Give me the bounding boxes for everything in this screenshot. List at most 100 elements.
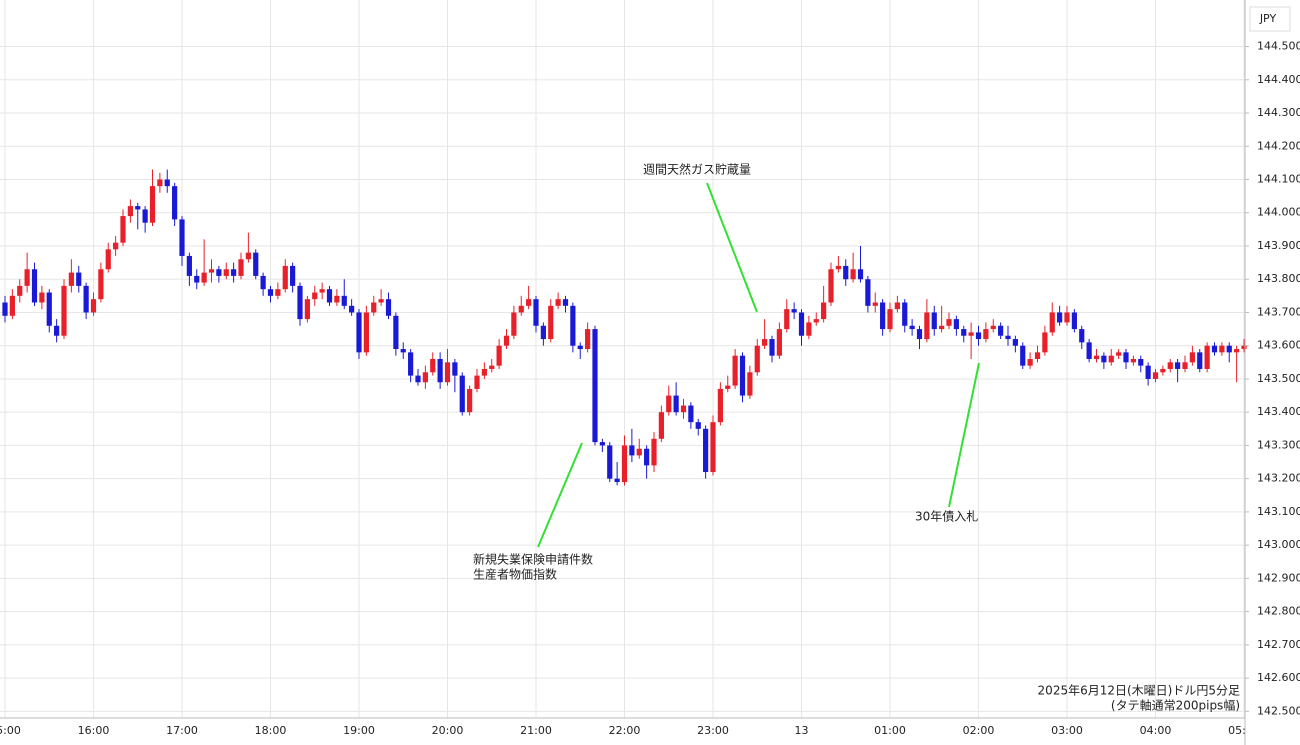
candle-body: [585, 329, 591, 350]
candle-body: [636, 448, 642, 456]
candle-body: [430, 359, 436, 373]
y-tick-label: 143.000: [1257, 538, 1300, 551]
candle-body: [570, 305, 576, 346]
candle-body: [1152, 372, 1159, 379]
candle-body: [1086, 342, 1092, 359]
candle-body: [1123, 352, 1129, 363]
candle-body: [223, 269, 229, 276]
candle-body: [924, 312, 930, 340]
candle-body: [621, 445, 628, 482]
candle-body: [290, 265, 296, 286]
candle-body: [651, 438, 657, 466]
candle-body: [806, 322, 812, 336]
candle-body: [17, 285, 23, 296]
candle-body: [592, 329, 598, 443]
candle-body: [378, 299, 384, 303]
candle-body: [385, 299, 392, 316]
candle-body: [371, 302, 377, 313]
y-tick-label: 143.700: [1257, 305, 1300, 318]
footnote: (タテ軸通常200pips幅): [1111, 698, 1240, 713]
candle-body: [658, 412, 664, 439]
candle-body: [1057, 312, 1063, 323]
candle-body: [24, 269, 30, 286]
annotation-pointer: [948, 362, 980, 508]
candle-body: [356, 312, 362, 353]
axis-unit: JPY: [1259, 12, 1277, 25]
candle-body: [452, 362, 458, 376]
candle-body: [939, 325, 945, 330]
candle-body: [422, 372, 428, 383]
candle-body: [437, 359, 443, 383]
candle-body: [533, 299, 539, 326]
candle-body: [83, 285, 89, 313]
y-tick-label: 143.300: [1257, 438, 1300, 451]
candle-body: [732, 355, 738, 386]
y-tick-label: 144.200: [1257, 139, 1300, 152]
candle-body: [282, 265, 288, 290]
x-tick-label: 04:00: [1140, 724, 1172, 737]
candle-body: [1219, 345, 1225, 353]
candle-body: [518, 305, 524, 313]
candle-body: [1108, 355, 1114, 363]
candle-body: [599, 442, 605, 446]
candle-body: [548, 305, 554, 340]
candle-body: [710, 422, 716, 473]
candle-body: [798, 312, 805, 336]
candle-body: [408, 352, 414, 376]
candle-body: [164, 179, 170, 187]
y-tick-label: 143.900: [1257, 239, 1300, 252]
candle-body: [857, 269, 864, 280]
candle-body: [703, 428, 709, 473]
candle-body: [902, 302, 908, 326]
candle-body: [231, 269, 237, 276]
candle-body: [1101, 355, 1107, 363]
candle-body: [629, 445, 635, 456]
candle-body: [1211, 345, 1218, 353]
x-tick-label: 16:00: [78, 724, 110, 737]
candle-body: [673, 395, 679, 413]
candle-body: [90, 299, 97, 313]
candle-body: [644, 448, 650, 466]
annotation-text: 週間天然ガス貯蔵量: [643, 162, 751, 177]
candle-body: [1012, 339, 1018, 346]
candle-body: [1160, 368, 1166, 373]
y-tick-label: 142.800: [1257, 605, 1300, 618]
candle-body: [998, 325, 1004, 336]
y-tick-label: 142.500: [1257, 704, 1300, 717]
candle-body: [1167, 362, 1173, 369]
candle-body: [688, 405, 694, 423]
candle-body: [1034, 352, 1041, 359]
candle-body: [496, 345, 502, 366]
candle-body: [415, 375, 421, 383]
candle-body: [98, 269, 104, 300]
candle-body: [1049, 312, 1055, 333]
candle-body: [363, 312, 369, 353]
candle-body: [1042, 332, 1048, 353]
candle-body: [1197, 352, 1203, 369]
candle-body: [887, 309, 893, 330]
x-tick-label: 22:00: [609, 724, 641, 737]
candle-body: [1116, 352, 1122, 356]
candle-body: [1064, 312, 1070, 323]
candle-body: [474, 375, 480, 389]
x-tick-label: 23:00: [697, 724, 729, 737]
candle-body: [909, 325, 915, 330]
candle-body: [784, 309, 790, 330]
candle-body: [975, 332, 982, 340]
candle-body: [754, 345, 760, 373]
candle-body: [931, 312, 937, 330]
candle-body: [349, 305, 355, 313]
candle-body: [135, 206, 141, 210]
candle-body: [400, 349, 406, 353]
x-tick-label: 01:00: [874, 724, 906, 737]
candle-body: [54, 325, 60, 336]
candle-body: [739, 355, 746, 396]
candle-body: [983, 329, 989, 340]
unit-box: [1249, 6, 1291, 32]
candle-body: [120, 216, 126, 243]
candle-body: [1020, 345, 1026, 366]
candle-body: [319, 289, 325, 293]
candle-body: [562, 299, 569, 306]
candle-body: [39, 292, 45, 303]
x-tick-label: 19:00: [343, 724, 375, 737]
